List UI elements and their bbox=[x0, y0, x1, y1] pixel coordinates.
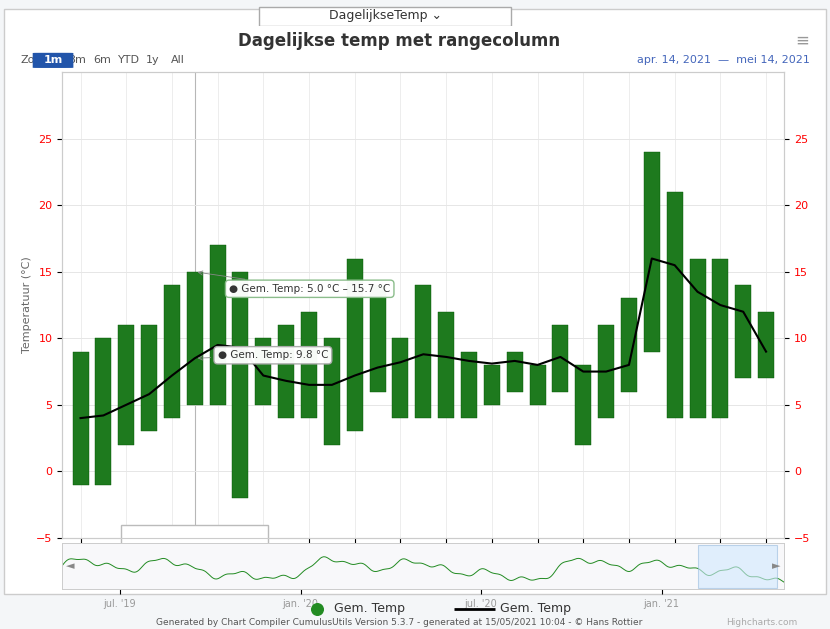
Bar bbox=[698, 545, 777, 587]
Text: Dagelijkse temp met rangecolumn: Dagelijkse temp met rangecolumn bbox=[237, 32, 559, 50]
Bar bbox=[461, 352, 477, 418]
Y-axis label: Temperatuur (°C): Temperatuur (°C) bbox=[22, 257, 32, 353]
Bar bbox=[369, 285, 386, 391]
Bar bbox=[438, 312, 454, 418]
Bar bbox=[712, 259, 729, 418]
Text: ≡: ≡ bbox=[796, 32, 809, 50]
Bar bbox=[72, 352, 89, 484]
Bar bbox=[666, 192, 682, 418]
Bar bbox=[141, 325, 157, 431]
Bar bbox=[735, 285, 751, 378]
Bar bbox=[530, 365, 545, 405]
Text: All: All bbox=[170, 55, 184, 65]
Bar bbox=[575, 365, 591, 445]
Bar bbox=[347, 259, 363, 431]
Text: maandag, apr. 19, 00:00: maandag, apr. 19, 00:00 bbox=[139, 543, 251, 552]
FancyBboxPatch shape bbox=[32, 53, 73, 68]
Bar bbox=[758, 312, 774, 378]
Bar bbox=[118, 325, 134, 445]
Text: DagelijkseTemp ⌄: DagelijkseTemp ⌄ bbox=[329, 9, 442, 22]
Text: YTD: YTD bbox=[118, 55, 139, 65]
Bar bbox=[256, 338, 271, 405]
Text: Highcharts.com: Highcharts.com bbox=[726, 618, 798, 627]
Bar bbox=[210, 245, 226, 405]
Bar bbox=[232, 272, 248, 498]
Text: ►: ► bbox=[772, 562, 781, 571]
Bar bbox=[553, 325, 569, 391]
Bar bbox=[598, 325, 614, 418]
Text: 1m: 1m bbox=[43, 55, 62, 65]
Text: ● Gem. Temp: 9.8 °C: ● Gem. Temp: 9.8 °C bbox=[198, 350, 328, 360]
Text: apr. 14, 2021  —  mei 14, 2021: apr. 14, 2021 — mei 14, 2021 bbox=[637, 55, 809, 65]
Bar bbox=[621, 298, 637, 391]
Bar bbox=[301, 312, 317, 418]
Bar bbox=[644, 152, 660, 352]
Text: Gem. Temp: Gem. Temp bbox=[500, 603, 571, 615]
Bar bbox=[278, 325, 294, 418]
Bar bbox=[187, 272, 203, 405]
Bar bbox=[415, 285, 432, 418]
Bar bbox=[484, 365, 500, 405]
Bar bbox=[506, 352, 523, 391]
Text: 3m: 3m bbox=[69, 55, 86, 65]
Text: Generated by Chart Compiler CumulusUtils Version 5.3.7 - generated at 15/05/2021: Generated by Chart Compiler CumulusUtils… bbox=[155, 618, 642, 627]
Text: 1y: 1y bbox=[146, 55, 160, 65]
Text: ◄: ◄ bbox=[66, 562, 75, 571]
FancyBboxPatch shape bbox=[259, 7, 511, 26]
Bar bbox=[690, 259, 706, 418]
Text: Zoom: Zoom bbox=[21, 55, 52, 65]
Bar bbox=[324, 338, 340, 445]
Text: 6m: 6m bbox=[93, 55, 110, 65]
Bar bbox=[95, 338, 111, 484]
Bar bbox=[393, 338, 408, 418]
Bar bbox=[164, 285, 180, 418]
Text: ● Gem. Temp: 5.0 °C – 15.7 °C: ● Gem. Temp: 5.0 °C – 15.7 °C bbox=[198, 271, 390, 294]
Text: Gem. Temp: Gem. Temp bbox=[334, 603, 405, 615]
